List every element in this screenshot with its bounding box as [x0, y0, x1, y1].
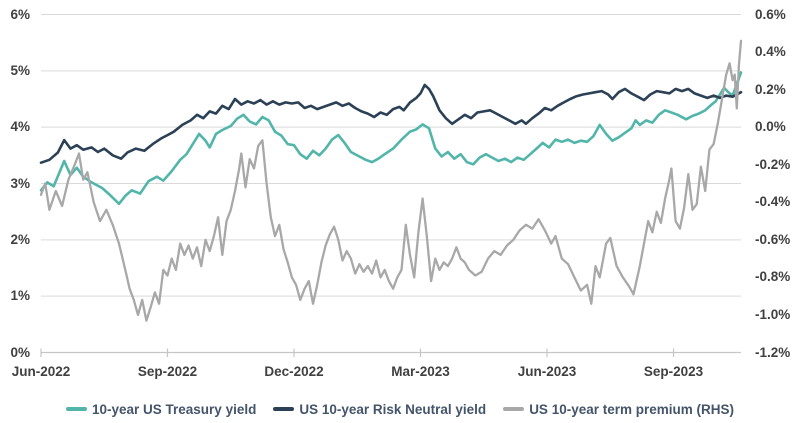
- x-axis-tick-label: Jun-2022: [11, 364, 71, 379]
- chart-legend: 10-year US Treasury yield US 10-year Ris…: [0, 399, 800, 419]
- x-axis-tick-label: Mar-2023: [391, 364, 450, 379]
- legend-swatch-treasury-yield: [65, 407, 87, 411]
- legend-item-risk-neutral-yield: US 10-year Risk Neutral yield: [273, 402, 486, 417]
- left-axis-tick-label: 4%: [10, 119, 30, 135]
- left-axis-tick-label: 3%: [10, 175, 30, 191]
- legend-item-term-premium: US 10-year term premium (RHS): [503, 402, 734, 417]
- left-axis-tick-label: 6%: [10, 6, 30, 22]
- legend-label-risk-neutral-yield: US 10-year Risk Neutral yield: [299, 401, 487, 417]
- right-axis-tick-label: -0.8%: [755, 269, 791, 285]
- legend-item-treasury-yield: 10-year US Treasury yield: [65, 401, 257, 417]
- legend-swatch-term-premium: [503, 407, 525, 411]
- right-axis-tick-label: -1.2%: [755, 344, 791, 360]
- x-axis-tick-label: Sep-2023: [643, 364, 704, 379]
- series-line-2: [39, 39, 743, 322]
- left-axis-tick-label: 1%: [10, 288, 30, 304]
- right-axis-tick-label: 0.6%: [755, 6, 786, 22]
- right-axis-tick-label: -0.6%: [755, 231, 791, 247]
- left-axis-tick-label: 2%: [10, 231, 30, 247]
- series-line-1: [39, 83, 743, 164]
- left-axis-tick-label: 5%: [10, 62, 30, 78]
- right-axis-tick-label: -0.2%: [755, 156, 791, 172]
- right-axis-tick-label: -0.4%: [755, 194, 791, 210]
- x-axis-tick-label: Jun-2023: [517, 364, 577, 379]
- legend-label-treasury-yield: 10-year US Treasury yield: [91, 401, 257, 417]
- x-axis-tick-label: Sep-2022: [137, 364, 198, 379]
- right-axis-tick-label: 0.0%: [755, 119, 786, 135]
- legend-swatch-risk-neutral-yield: [273, 407, 295, 411]
- series-line-0: [39, 71, 743, 206]
- left-axis-tick-label: 0%: [10, 344, 30, 360]
- legend-label-term-premium: US 10-year term premium (RHS): [529, 401, 735, 417]
- right-axis-tick-label: -1.0%: [755, 306, 791, 322]
- right-axis-tick-label: 0.2%: [755, 81, 786, 97]
- x-axis-tick-label: Dec-2022: [264, 364, 324, 379]
- right-axis-tick-label: 0.4%: [755, 44, 786, 60]
